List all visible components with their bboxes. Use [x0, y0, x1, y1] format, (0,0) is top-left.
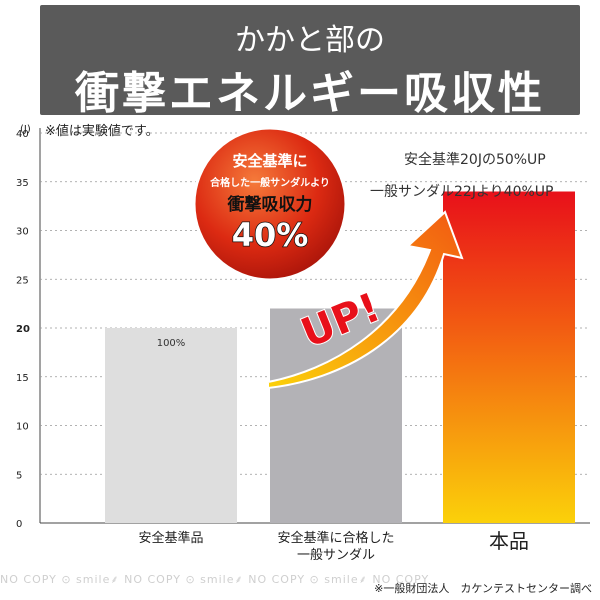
x-tick-label: 一般サンダル: [297, 547, 375, 563]
y-tick-label: 35: [16, 178, 29, 189]
y-tick-label: 5: [16, 470, 22, 481]
y-tick-label: 15: [16, 373, 29, 384]
comparison-1: 安全基準20Jの50%UP: [404, 151, 546, 168]
x-tick-label: 安全基準に合格した: [277, 530, 394, 546]
experimental-note: ※値は実験値です。: [45, 124, 159, 139]
y-tick-label: 10: [16, 422, 29, 433]
chart-subtitle: かかと部の: [235, 23, 385, 58]
chart-title: 衝撃エネルギー吸収性: [75, 68, 545, 119]
badge-line4: 40%: [232, 216, 309, 254]
watermark: NO COPY ⊙ smile⸙ NO COPY ⊙ smile⸙ NO COP…: [0, 573, 430, 586]
y-tick-label: 40: [16, 129, 29, 140]
title-banner: かかと部の 衝撃エネルギー吸収性: [40, 5, 580, 119]
y-tick-label: 25: [16, 275, 29, 286]
badge-line3: 衝撃吸収力: [227, 194, 313, 215]
bar-data-label: 100%: [157, 338, 186, 349]
bar-3: [443, 191, 575, 523]
y-tick-label: 0: [16, 519, 22, 530]
badge-circle: [192, 126, 348, 282]
up-arrow: [267, 210, 464, 390]
badge-line1: 安全基準に: [232, 152, 307, 170]
badge-line2: 合格した一般サンダルより: [209, 176, 330, 189]
x-tick-label: 安全基準品: [138, 530, 203, 546]
source-note: ※一般財団法人 カケンテストセンター調べ: [374, 582, 592, 595]
x-tick-label: 本品: [489, 529, 529, 553]
y-axis-unit: (J): [20, 124, 31, 135]
comparison-2: 一般サンダル22Jより40%UP: [370, 184, 553, 200]
y-tick-label: 30: [16, 227, 29, 238]
bar-1: [105, 328, 237, 523]
y-tick-label: 20: [16, 324, 30, 335]
